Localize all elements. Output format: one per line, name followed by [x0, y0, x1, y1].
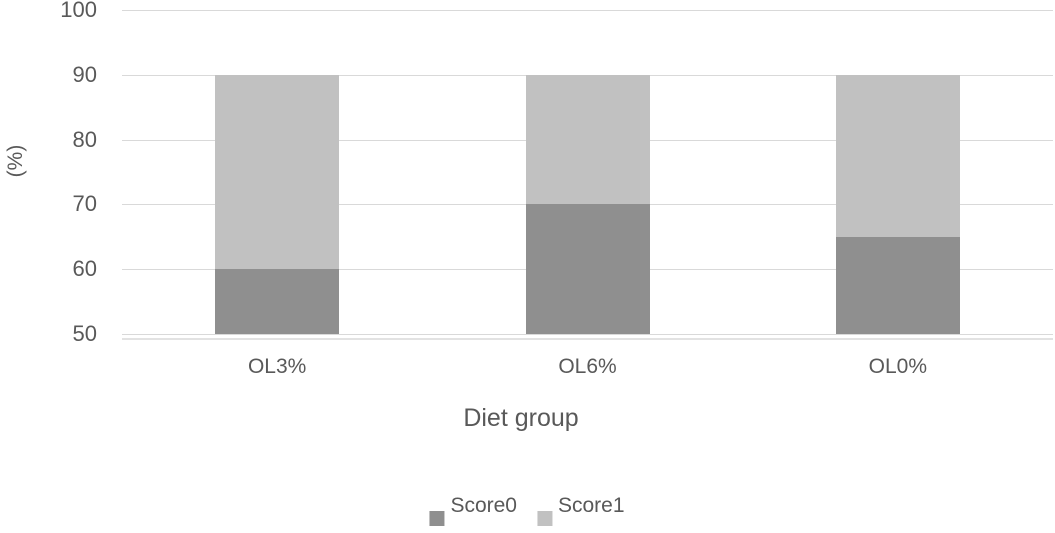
gridline-50 [122, 334, 1053, 335]
bar-segment-OL0%-Score0 [835, 236, 960, 334]
bar-segment-OL3%-Score0 [215, 269, 340, 334]
x-axis-title: Diet group [463, 404, 579, 432]
x-category-label-OL3%: OL3% [247, 355, 307, 378]
bar-segment-OL6%-Score1 [525, 74, 650, 205]
legend-swatch-icon [429, 511, 445, 526]
bar-segment-OL0%-Score1 [835, 74, 960, 237]
y-tick-label-100: 100 [60, 0, 97, 22]
legend-item-Score1: Score1 [537, 494, 625, 526]
gridline-100 [122, 10, 1053, 11]
y-tick-label-80: 80 [72, 126, 97, 152]
legend-item-Score0: Score0 [429, 494, 517, 526]
x-category-label-OL0%: OL0% [868, 355, 928, 378]
y-tick-label-60: 60 [72, 256, 97, 282]
legend-label: Score0 [450, 494, 517, 517]
legend-swatch-icon [537, 511, 552, 526]
legend-label: Score1 [558, 494, 625, 517]
y-tick-label-90: 90 [72, 61, 97, 87]
bar-segment-OL3%-Score1 [215, 74, 340, 270]
y-tick-label-50: 50 [72, 321, 97, 346]
x-axis-line [122, 338, 1053, 340]
chart-legend: Score0 Score1 [429, 494, 625, 526]
y-tick-label-70: 70 [72, 191, 97, 217]
x-category-label-OL6%: OL6% [558, 355, 617, 378]
bar-segment-OL6%-Score0 [525, 204, 650, 334]
